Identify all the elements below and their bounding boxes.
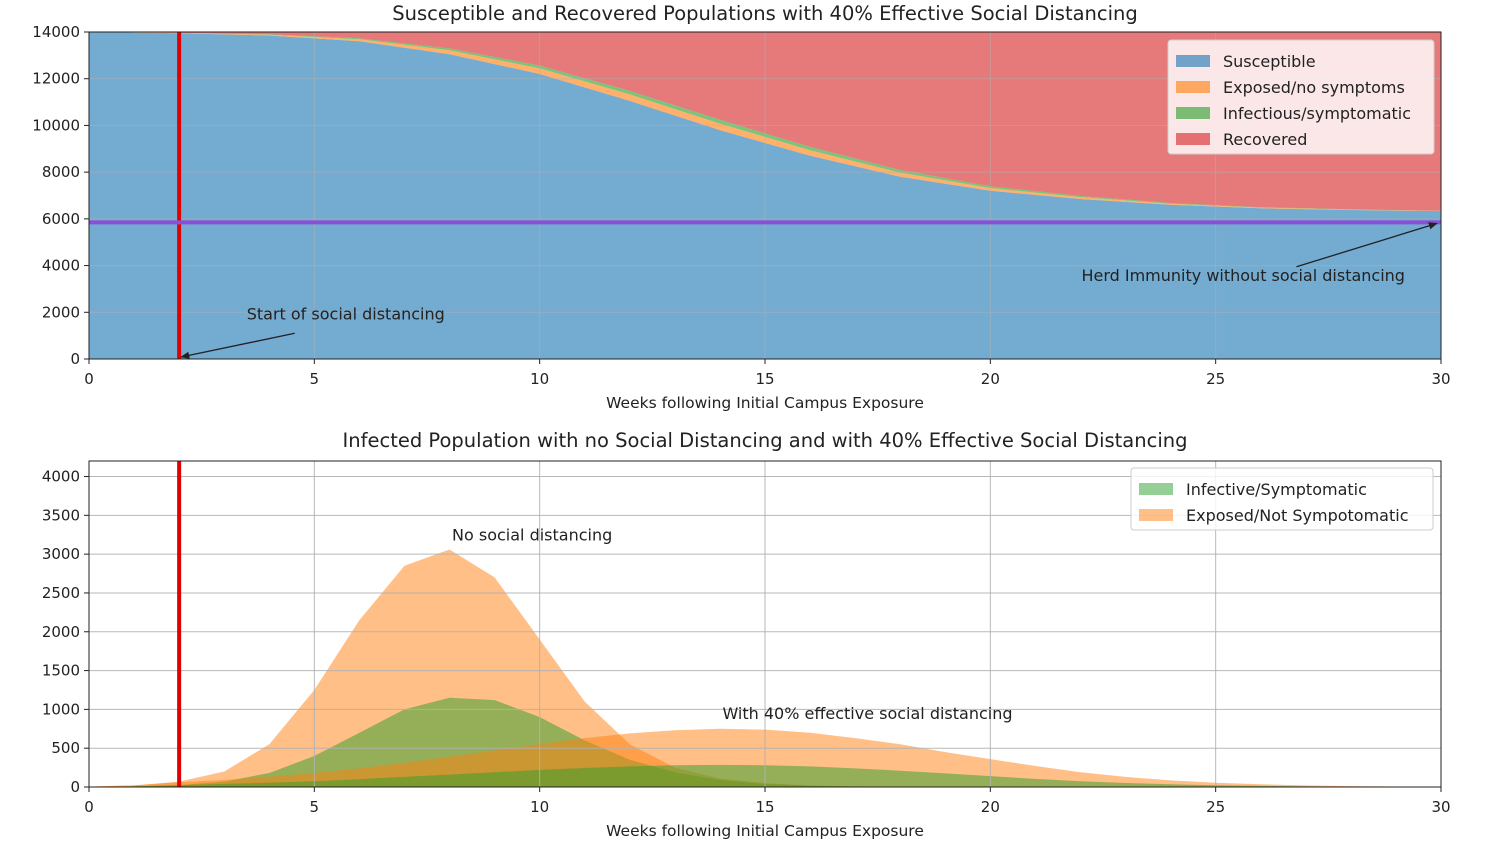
annotation-label: No social distancing	[452, 526, 612, 545]
x-tick-label: 5	[310, 370, 320, 388]
legend-label: Infectious/symptomatic	[1223, 104, 1411, 123]
annotation-arrow	[1296, 222, 1438, 268]
x-tick-label: 20	[981, 370, 1000, 388]
x-tick-label: 10	[530, 798, 549, 816]
x-tick-label: 5	[310, 798, 320, 816]
tick-labels: 0 5 10 15 20 25 30 0 500 1000 1500 2000 2500 3000 3500…	[42, 468, 1451, 816]
y-tick-label: 500	[51, 739, 80, 757]
y-tick-label: 0	[70, 778, 80, 796]
x-tick-label: 10	[530, 370, 549, 388]
y-tick-label: 10000	[32, 116, 80, 134]
annotation-label: With 40% effective social distancing	[722, 704, 1012, 723]
legend-swatch	[1139, 483, 1173, 495]
legend-label: Infective/Symptomatic	[1186, 480, 1367, 499]
y-tick-label: 1000	[42, 700, 80, 718]
x-tick-label: 25	[1206, 798, 1225, 816]
legend-swatch	[1139, 509, 1173, 521]
y-tick-label: 3000	[42, 545, 80, 563]
x-tick-label: 0	[84, 370, 94, 388]
y-tick-label: 4000	[42, 468, 80, 486]
legend-swatch	[1176, 55, 1210, 67]
legend-swatch	[1176, 107, 1210, 119]
y-tick-label: 2500	[42, 584, 80, 602]
annotation-arrow	[180, 332, 295, 359]
y-tick-label: 6000	[42, 210, 80, 228]
x-axis-label: Weeks following Initial Campus Exposure	[606, 822, 924, 840]
x-tick-label: 25	[1206, 370, 1225, 388]
x-tick-label: 0	[84, 798, 94, 816]
legend-label: Exposed/no symptoms	[1223, 78, 1405, 97]
chart-title: Infected Population with no Social Dista…	[343, 429, 1188, 452]
y-tick-label: 1500	[42, 662, 80, 680]
chart-panel-2: 0 5 10 15 20 25 30 0 500 1000 1500 2000 2500 3000 3500…	[42, 429, 1451, 840]
x-tick-label: 30	[1431, 798, 1450, 816]
annotation-start-social-distancing: Start of social distancing	[247, 304, 445, 323]
legend-swatch	[1176, 81, 1210, 93]
x-axis-label: Weeks following Initial Campus Exposure	[606, 394, 924, 412]
y-tick-label: 8000	[42, 163, 80, 181]
legend-box	[1130, 467, 1434, 531]
legend-swatch	[1176, 133, 1210, 145]
legend-bottom-chart: Infective/Symptomatic Exposed/Not Sympoto…	[1130, 467, 1434, 531]
x-tick-label: 15	[755, 370, 774, 388]
y-tick-label: 0	[70, 350, 80, 368]
y-tick-label: 2000	[42, 623, 80, 641]
x-tick-label: 20	[981, 798, 1000, 816]
x-tick-label: 30	[1431, 370, 1450, 388]
legend-top-chart: Susceptible Exposed/no symptoms Infectious…	[1167, 39, 1435, 155]
legend-label: Susceptible	[1223, 52, 1316, 71]
y-tick-label: 4000	[42, 257, 80, 275]
chart-title: Susceptible and Recovered Populations wi…	[392, 2, 1138, 25]
legend-label: Exposed/Not Sympotomatic	[1186, 506, 1409, 525]
annotation-herd-immunity: Herd Immunity without social distancing	[1081, 266, 1405, 285]
y-tick-label: 3500	[42, 506, 80, 524]
x-tick-label: 15	[755, 798, 774, 816]
y-tick-label: 14000	[32, 23, 80, 41]
legend-box	[1167, 39, 1435, 155]
y-tick-label: 12000	[32, 70, 80, 88]
tick-labels: 0 5 10 15 20 25 30 0 2000 4000 6000 8000 10000 12000 1…	[32, 23, 1450, 388]
y-tick-label: 2000	[42, 303, 80, 321]
legend-label: Recovered	[1223, 130, 1307, 149]
